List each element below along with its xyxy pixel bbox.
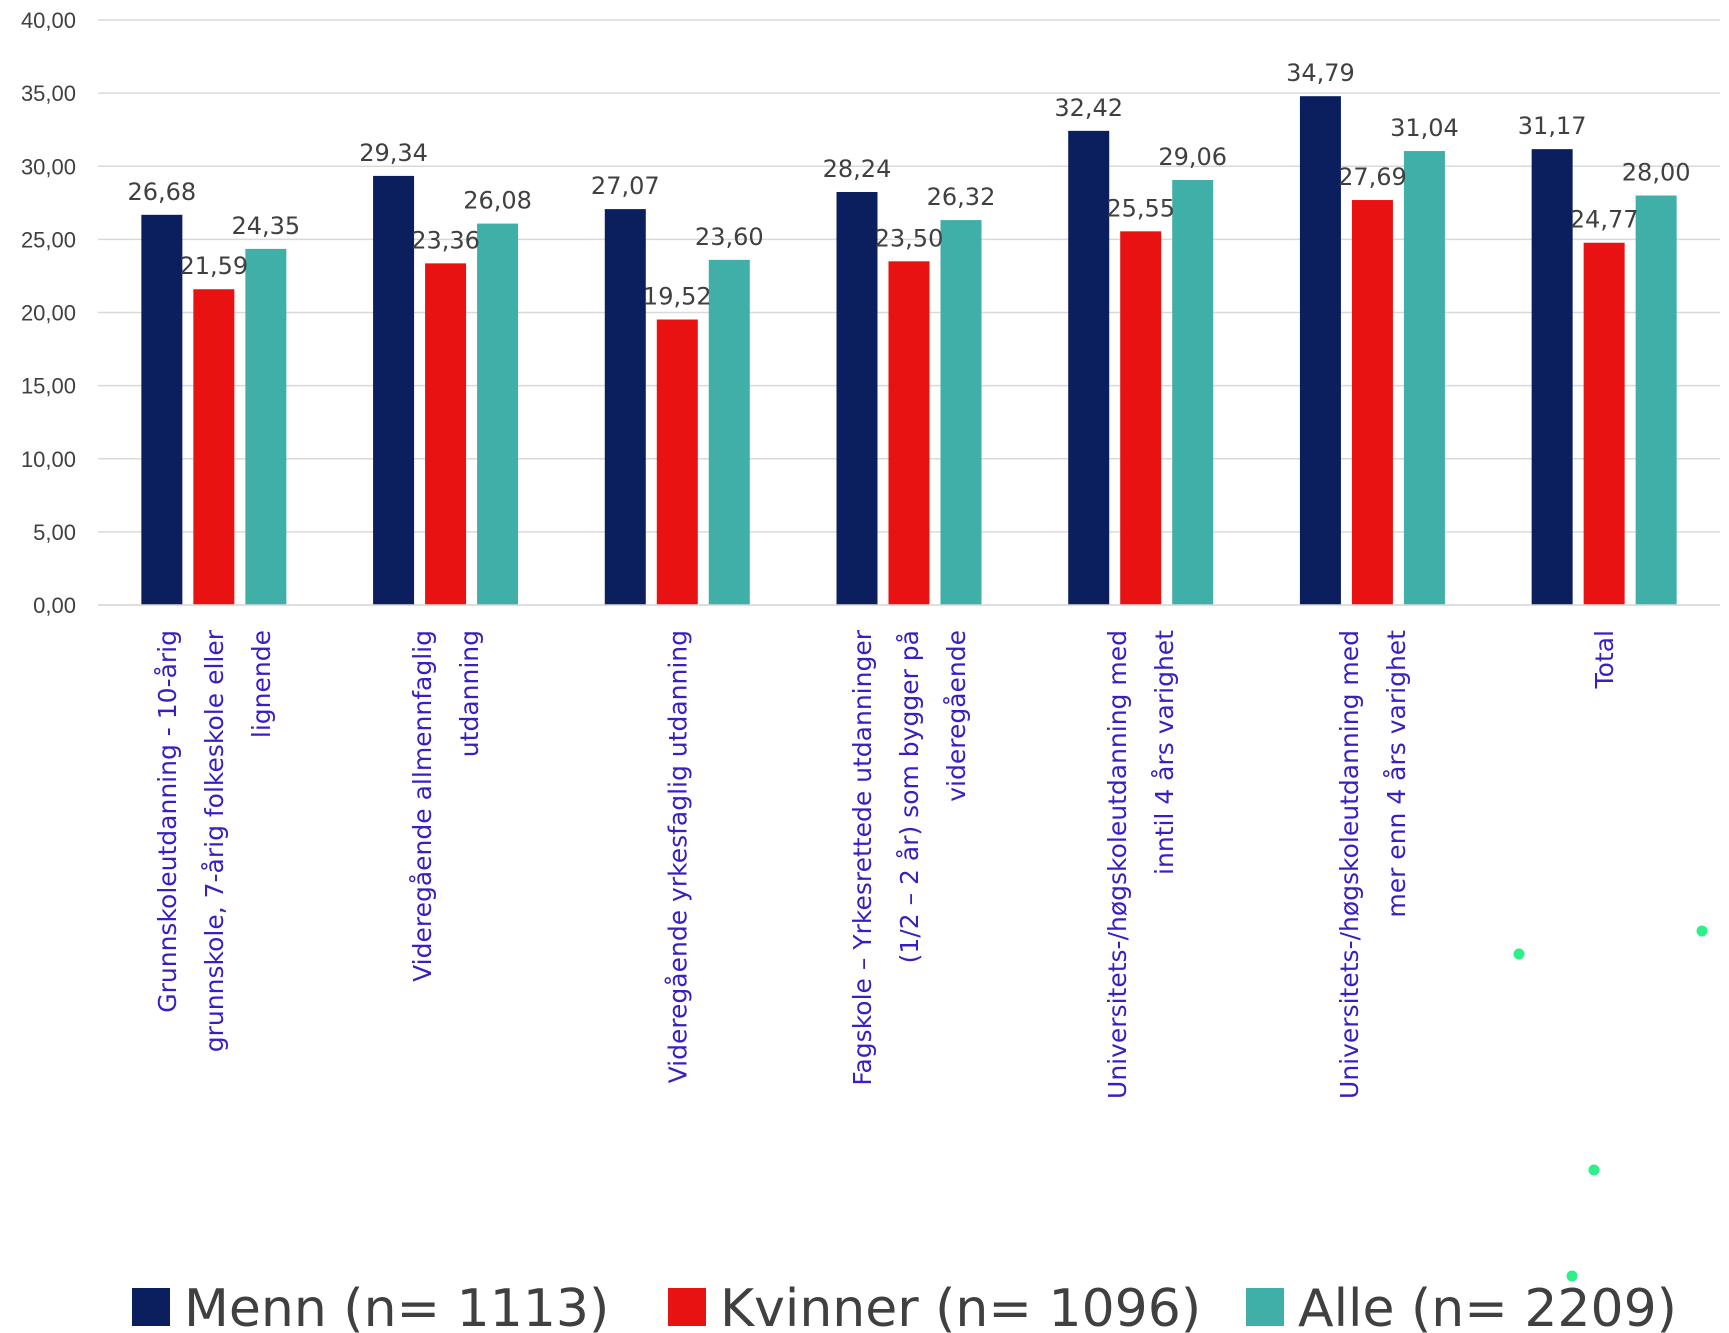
data-label: 26,68: [127, 178, 196, 206]
y-tick-label: 0,00: [33, 593, 76, 618]
bar: [141, 214, 183, 605]
legend-label: Kvinner (n= 1096): [720, 1279, 1201, 1333]
category-label: Fagskole – Yrkesrettede utdanninger: [848, 629, 877, 1085]
bar: [1583, 242, 1625, 605]
bar: [1403, 151, 1445, 606]
bar: [193, 289, 235, 605]
data-label: 34,79: [1286, 59, 1355, 87]
y-tick-label: 35,00: [21, 81, 76, 106]
category-label: videregående: [942, 630, 971, 802]
data-label: 28,24: [823, 155, 892, 183]
bar: [1299, 96, 1341, 605]
data-label: 29,06: [1158, 143, 1227, 171]
legend: Menn (n= 1113) Kvinner (n= 1096) Alle (n= …: [132, 1279, 1677, 1333]
data-label: 29,34: [359, 139, 428, 167]
data-label: 26,08: [463, 187, 532, 215]
bar: [477, 223, 519, 605]
category-label: Universitets-/høgskoleutdanning med: [1335, 630, 1364, 1099]
category-label: Universitets-/høgskoleutdanning med: [1103, 630, 1132, 1099]
y-axis: 0,00 5,00 10,00 15,00 20,00 25,00 30,00 35,00 40…: [21, 8, 76, 618]
x-axis: Grunnskoleutdanning - 10-årig grunnskole,…: [98, 604, 1720, 1099]
bar: [1120, 231, 1162, 606]
decorative-dot: [1696, 925, 1708, 937]
y-tick-label: 20,00: [21, 301, 76, 326]
bar: [1172, 179, 1214, 605]
data-label: 19,52: [643, 283, 712, 311]
bar: [604, 209, 646, 605]
decorative-dot: [1588, 1164, 1600, 1176]
legend-swatch: [132, 1288, 170, 1326]
bar: [1068, 130, 1110, 606]
category-label: inntil 4 års varighet: [1150, 630, 1179, 875]
y-tick-label: 5,00: [33, 520, 76, 545]
bar: [1635, 195, 1677, 605]
bar: [425, 263, 467, 605]
bar: [656, 319, 698, 605]
data-label: 23,50: [875, 224, 944, 252]
data-label: 24,35: [231, 212, 300, 240]
bars: [141, 96, 1677, 606]
y-tick-label: 10,00: [21, 447, 76, 472]
y-tick-label: 25,00: [21, 227, 76, 252]
data-label: 32,42: [1054, 94, 1123, 122]
category-label: Total: [1590, 630, 1619, 689]
bar: [1531, 149, 1573, 606]
y-tick-label: 40,00: [21, 8, 76, 33]
y-tick-label: 30,00: [21, 154, 76, 179]
category-label: grunnskole, 7-årig folkeskole eller: [200, 629, 229, 1052]
bar: [888, 261, 930, 605]
category-label: lignende: [247, 630, 276, 738]
bar: [373, 175, 415, 605]
data-label: 23,60: [695, 223, 764, 251]
category-label: (1/2 – 2 år) som bygger på: [895, 630, 924, 963]
category-label: Grunnskoleutdanning - 10-årig: [153, 630, 182, 1013]
category-label: Videregående yrkesfaglig utdanning: [663, 630, 692, 1083]
category-label: mer enn 4 års varighet: [1382, 630, 1411, 918]
bar: [940, 220, 982, 605]
data-label: 28,00: [1622, 159, 1691, 187]
data-label: 24,77: [1570, 206, 1639, 234]
data-label: 31,04: [1390, 114, 1459, 142]
data-label: 25,55: [1106, 194, 1175, 222]
bar: [245, 248, 287, 605]
data-label: 27,07: [591, 172, 660, 200]
legend-label: Menn (n= 1113): [184, 1279, 609, 1333]
stray-dots: [1513, 925, 1708, 1282]
decorative-dot: [1566, 1270, 1578, 1282]
decorative-dot: [1513, 948, 1525, 960]
data-label: 27,69: [1338, 163, 1407, 191]
category-label: utdanning: [455, 630, 484, 757]
category-label: Videregående allmennfaglig: [408, 630, 437, 982]
data-labels: 26,68 29,34 27,07 28,24 32,42 34,79 31,17 21,59…: [127, 59, 1690, 310]
data-label: 26,32: [927, 183, 996, 211]
data-label: 31,17: [1518, 112, 1587, 140]
bar: [836, 191, 878, 606]
bar: [1351, 200, 1393, 605]
legend-label: Alle (n= 2209): [1298, 1279, 1677, 1333]
data-label: 21,59: [179, 252, 248, 280]
data-label: 23,36: [411, 226, 480, 254]
y-tick-label: 15,00: [21, 374, 76, 399]
legend-swatch: [1246, 1288, 1284, 1326]
legend-swatch: [668, 1288, 706, 1326]
bar: [708, 259, 750, 605]
